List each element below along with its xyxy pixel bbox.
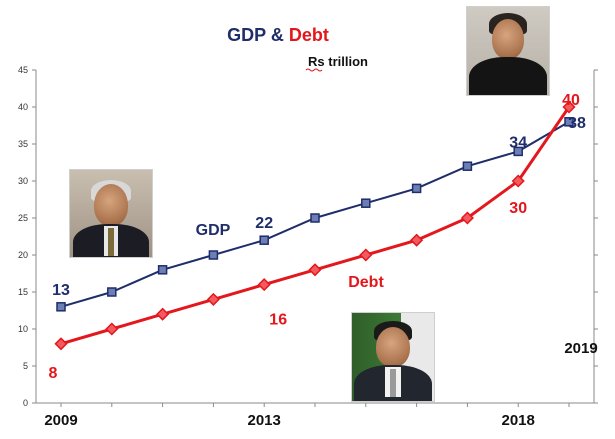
title-gdp: GDP	[227, 25, 266, 45]
photo-2013-face	[376, 327, 410, 367]
debt-point	[54, 337, 68, 351]
data-label-debt: 8	[49, 365, 58, 382]
y-tick-label: 30	[18, 176, 28, 186]
debt-point	[257, 278, 271, 292]
x-tick-label: 2013	[248, 412, 281, 429]
gdp-point	[411, 183, 422, 194]
photo-2013-tie	[390, 369, 396, 397]
data-label-debt: 16	[269, 312, 287, 329]
y-tick-label: 0	[23, 398, 28, 408]
gdp-point	[259, 235, 269, 245]
photo-2018-sherwani	[469, 57, 547, 95]
data-label-debt: 40	[562, 92, 580, 109]
y-tick-label: 20	[18, 250, 28, 260]
data-label-debt: 30	[509, 200, 527, 217]
y-tick-label: 25	[18, 213, 28, 223]
gdp-point	[361, 198, 371, 208]
debt-point	[206, 292, 220, 306]
photo-2009	[69, 169, 153, 258]
year-label-2019: 2019	[564, 340, 597, 357]
debt-point	[460, 211, 474, 225]
x-tick-label: 2018	[502, 412, 535, 429]
debt-point	[359, 248, 373, 262]
y-tick-label: 15	[18, 287, 28, 297]
photo-2018	[466, 6, 550, 96]
photo-2009-tie	[108, 228, 114, 256]
x-tick-label: 2009	[44, 412, 77, 429]
gdp-point	[564, 117, 574, 127]
data-label-gdp: 22	[255, 215, 273, 232]
gdp-point	[310, 213, 320, 223]
y-tick-label: 5	[23, 361, 28, 371]
data-label-gdp: 13	[52, 282, 70, 299]
chart-subtitle: Rs trillion	[308, 54, 368, 69]
chart-title: GDP & Debt	[227, 25, 329, 45]
gdp-point	[462, 161, 473, 171]
gdp-point	[157, 265, 168, 275]
debt-point	[308, 263, 322, 277]
photo-2018-face	[492, 19, 524, 59]
gdp-point	[513, 146, 523, 157]
debt-point	[562, 100, 576, 114]
debt-point	[410, 233, 424, 247]
title-debt: Debt	[289, 25, 329, 45]
photo-2009-face	[94, 184, 128, 226]
debt-point	[511, 174, 525, 188]
photo-2013	[351, 312, 435, 402]
gdp-point	[56, 302, 66, 312]
y-tick-label: 10	[18, 324, 28, 334]
gdp-point	[208, 250, 219, 260]
series-annotation-gdp: GDP	[196, 222, 231, 239]
debt-point	[105, 322, 119, 336]
debt-point	[156, 307, 170, 321]
data-label-gdp: 34	[509, 134, 527, 151]
data-label-gdp: 38	[568, 115, 586, 132]
gdp-point	[107, 287, 117, 297]
series-annotation-debt: Debt	[348, 274, 384, 291]
y-tick-label: 45	[18, 65, 28, 75]
subtitle-underline	[305, 68, 323, 72]
y-tick-label: 40	[18, 102, 28, 112]
title-amp: &	[266, 25, 289, 45]
y-tick-label: 35	[18, 139, 28, 149]
